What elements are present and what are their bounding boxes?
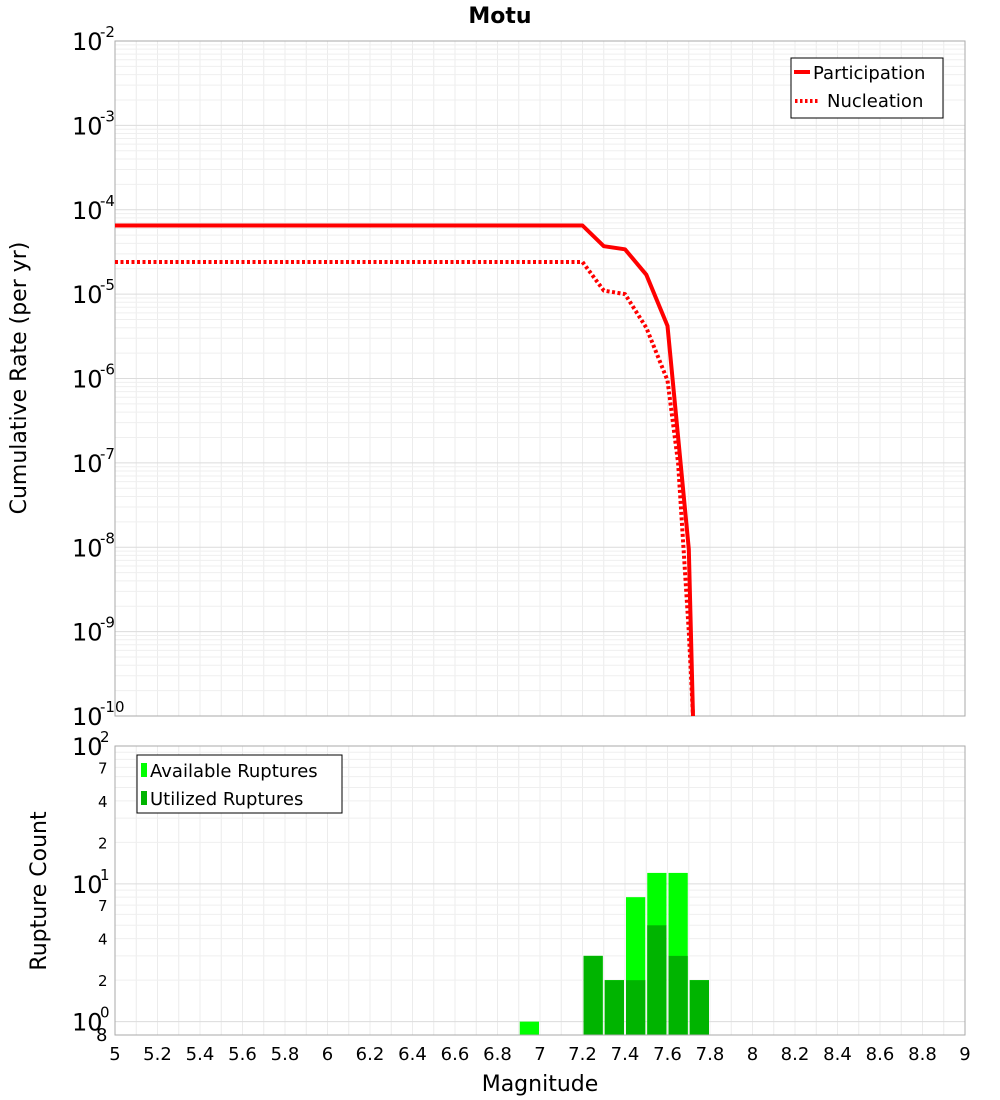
utilized-ruptures-bar <box>583 955 603 1035</box>
nucleation-legend-label: Nucleation <box>827 91 923 112</box>
top-y-tick-exponent: -7 <box>100 445 115 463</box>
top-y-tick-exponent: -8 <box>100 529 115 547</box>
top-y-tick-base: 10 <box>72 281 103 309</box>
x-tick-label: 5.4 <box>186 1044 215 1065</box>
utilized-ruptures-bar <box>626 980 646 1035</box>
nucleation-line <box>115 260 695 717</box>
bottom-legend: Available Ruptures Utilized Ruptures <box>136 754 343 814</box>
x-tick-label: 5.2 <box>143 1044 172 1065</box>
x-tick-label: 7.4 <box>611 1044 640 1065</box>
top-y-tick-exponent: -9 <box>100 614 115 632</box>
utilized-ruptures-bar <box>668 955 688 1035</box>
bottom-plot-grid <box>114 745 966 1035</box>
utilized-legend-label: Utilized Ruptures <box>150 789 303 810</box>
bottom-y-tick-base: 10 <box>72 871 103 899</box>
top-y-tick-labels: 10-210-310-410-510-610-710-810-910-10 <box>72 23 125 731</box>
top-y-tick-base: 10 <box>72 534 103 562</box>
bottom-y-tick-exponent: 0 <box>100 1004 110 1022</box>
x-tick-label: 9 <box>959 1044 970 1065</box>
bottom-y-tick-exponent: 2 <box>100 728 110 746</box>
top-y-tick-base: 10 <box>72 112 103 140</box>
bottom-y-tick-exponent: 1 <box>100 866 110 884</box>
x-tick-label: 6.6 <box>441 1044 470 1065</box>
x-tick-label: 8.6 <box>866 1044 895 1065</box>
participation-legend-label: Participation <box>813 63 925 84</box>
top-legend: Participation Nucleation <box>790 57 944 119</box>
bottom-y-axis-label: Rupture Count <box>27 811 52 971</box>
top-plot-grid <box>114 41 966 717</box>
chart-title: Motu <box>468 4 531 29</box>
x-tick-label: 8.8 <box>908 1044 937 1065</box>
x-tick-label: 7 <box>534 1044 545 1065</box>
x-tick-label: 8.4 <box>823 1044 852 1065</box>
top-y-axis-label: Cumulative Rate (per yr) <box>7 242 32 515</box>
bottom-plot-frame <box>114 745 966 1036</box>
top-y-tick-exponent: -10 <box>100 698 125 716</box>
top-y-tick-base: 10 <box>72 197 103 225</box>
top-y-tick-exponent: -2 <box>100 23 115 41</box>
utilized-ruptures-bar <box>604 980 624 1035</box>
x-tick-label: 7.6 <box>653 1044 682 1065</box>
bottom-legend-box <box>136 754 343 814</box>
top-legend-box <box>790 57 944 119</box>
top-y-tick-base: 10 <box>72 619 103 647</box>
bottom-y-tick-base: 10 <box>72 733 103 761</box>
top-y-tick-exponent: -3 <box>100 107 115 125</box>
top-plot-series <box>115 223 695 717</box>
x-tick-label: 7.8 <box>696 1044 725 1065</box>
bottom-y-minor-tick: 2 <box>98 834 108 852</box>
x-tick-label: 7.2 <box>568 1044 597 1065</box>
top-y-tick-exponent: -4 <box>100 192 115 210</box>
utilized-ruptures-bar <box>689 980 709 1035</box>
available-legend-label: Available Ruptures <box>150 761 318 782</box>
bottom-plot-bars <box>519 872 709 1035</box>
top-y-tick-exponent: -6 <box>100 361 115 379</box>
x-tick-label: 8.2 <box>781 1044 810 1065</box>
bottom-y-minor-tick: 2 <box>98 972 108 990</box>
available-legend-swatch <box>141 763 147 777</box>
x-tick-label: 6 <box>322 1044 333 1065</box>
x-tick-label: 8 <box>747 1044 758 1065</box>
utilized-ruptures-bar <box>647 925 667 1035</box>
x-tick-label: 6.4 <box>398 1044 427 1065</box>
x-axis-label: Magnitude <box>482 1072 599 1097</box>
utilized-legend-swatch <box>141 791 147 805</box>
top-y-tick-exponent: -5 <box>100 276 115 294</box>
bottom-y-minor-tick: 7 <box>98 759 108 777</box>
x-tick-label: 5.8 <box>271 1044 300 1065</box>
bottom-y-minor-tick: 4 <box>98 931 108 949</box>
top-y-tick-base: 10 <box>72 450 103 478</box>
x-tick-label: 5.6 <box>228 1044 257 1065</box>
bottom-y-minor-tick: 4 <box>98 793 108 811</box>
bottom-y-tick-base: 10 <box>72 1009 103 1037</box>
top-y-tick-base: 10 <box>72 28 103 56</box>
x-tick-label: 5 <box>109 1044 120 1065</box>
participation-line <box>115 223 695 717</box>
x-tick-label: 6.8 <box>483 1044 512 1065</box>
bottom-y-minor-tick: 8 <box>96 1025 107 1046</box>
available-ruptures-bar <box>519 1021 539 1035</box>
top-y-tick-base: 10 <box>72 703 103 731</box>
bottom-x-tick-labels: 5 5.2 5.4 5.6 5.8 6 6.2 6.4 6.6 6.8 7 7.2 7.4 7.6 7.8 8… <box>109 1044 970 1065</box>
top-plot-frame <box>114 40 966 717</box>
top-y-tick-base: 10 <box>72 366 103 394</box>
x-tick-label: 6.2 <box>356 1044 385 1065</box>
bottom-y-minor-tick: 7 <box>98 897 108 915</box>
